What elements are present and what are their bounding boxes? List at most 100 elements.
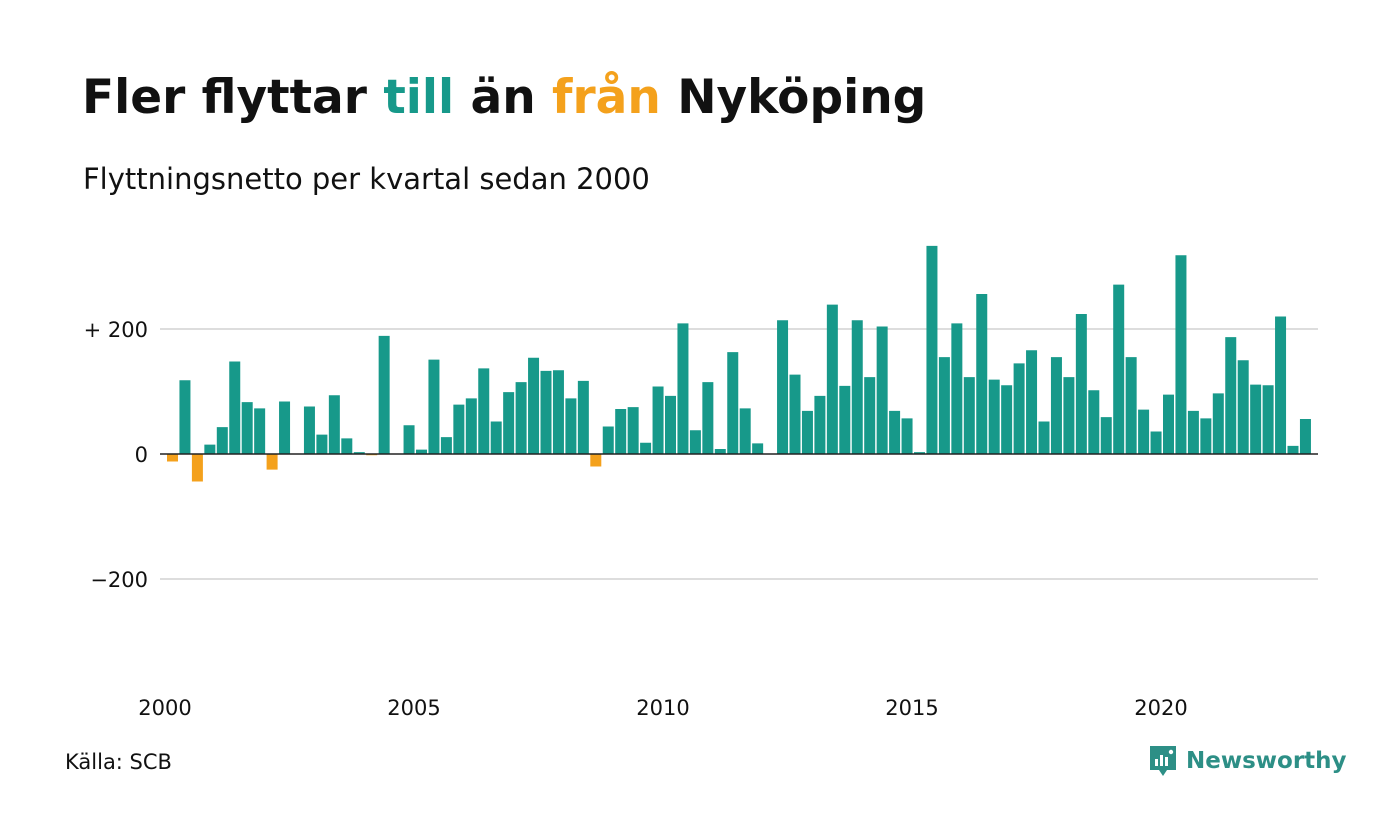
bar-q46 (727, 352, 739, 454)
bar-q57 (864, 377, 876, 454)
newsworthy-logo-icon (1150, 746, 1176, 776)
bar-q28 (503, 392, 515, 454)
bar-q74 (1075, 314, 1087, 454)
title-word-fran: från (552, 70, 661, 125)
bar-q85 (1212, 393, 1224, 454)
bar-q6 (229, 361, 241, 454)
bar-q2 (179, 380, 191, 454)
bar-q50 (777, 320, 789, 454)
y-tick-label: + 200 (84, 318, 148, 342)
gridlines (160, 328, 1318, 580)
y-tick-label: −200 (90, 568, 148, 592)
bar-q13 (316, 434, 328, 454)
bar-q61 (914, 452, 925, 454)
bar-q73 (1063, 377, 1075, 454)
title-part-3: än (454, 70, 553, 125)
bar-q52 (801, 410, 813, 454)
bar-q31 (540, 370, 552, 454)
source-note: Källa: SCB (65, 750, 172, 774)
bar-q35 (590, 454, 602, 467)
bars (167, 245, 1311, 482)
brand-name: Newsworthy (1186, 748, 1347, 774)
bar-q75 (1088, 390, 1100, 454)
bar-q89 (1262, 385, 1274, 454)
bar-q92 (1299, 419, 1311, 454)
bar-q32 (552, 370, 564, 454)
bar-q82 (1175, 255, 1187, 454)
bar-q69 (1013, 363, 1025, 454)
bar-q62 (926, 245, 938, 454)
bar-q67 (988, 379, 1000, 454)
bar-q4 (204, 444, 216, 454)
bar-q8 (254, 408, 266, 454)
x-tick-label: 2005 (387, 696, 440, 720)
bar-q12 (303, 406, 315, 454)
bar-q23 (440, 437, 452, 454)
bar-q18 (378, 335, 390, 454)
bar-q15 (341, 438, 353, 454)
bar-q22 (428, 359, 440, 454)
bar-q53 (814, 395, 826, 454)
bar-q27 (490, 421, 502, 454)
bar-q91 (1287, 445, 1299, 454)
bar-q21 (416, 449, 427, 454)
bar-q14 (328, 395, 340, 454)
bar-q36 (602, 426, 614, 454)
bar-q10 (279, 401, 291, 454)
bar-q43 (689, 430, 701, 454)
bar-q39 (640, 442, 652, 454)
bar-q65 (963, 377, 975, 454)
bar-q48 (752, 443, 764, 454)
bar-q42 (677, 323, 689, 454)
brand-logo: Newsworthy (1148, 744, 1347, 778)
bar-q71 (1038, 421, 1050, 454)
bar-q84 (1200, 418, 1212, 454)
bar-q66 (976, 294, 988, 454)
chart-subtitle: Flyttningsnetto per kvartal sedan 2000 (83, 162, 650, 196)
bar-q59 (889, 410, 901, 454)
x-tick-label: 2010 (636, 696, 689, 720)
bar-q24 (453, 404, 465, 454)
bar-q55 (839, 385, 851, 454)
bar-q3 (191, 454, 203, 482)
bar-q40 (652, 386, 664, 454)
bar-q38 (627, 407, 639, 454)
y-tick-label: 0 (135, 443, 148, 467)
bar-q81 (1163, 394, 1174, 454)
bar-q56 (851, 320, 863, 454)
bar-q76 (1100, 417, 1112, 454)
bar-q26 (478, 368, 490, 454)
bar-q54 (826, 304, 838, 454)
bar-q88 (1250, 384, 1262, 454)
bar-q5 (216, 427, 228, 454)
bar-q87 (1237, 360, 1249, 454)
bar-q60 (901, 418, 913, 454)
bar-q1 (167, 454, 178, 462)
bar-q45 (714, 449, 726, 454)
bar-q72 (1050, 357, 1062, 454)
bar-q83 (1187, 410, 1199, 454)
bar-q30 (528, 357, 540, 454)
bar-q58 (876, 326, 888, 454)
bar-q70 (1026, 350, 1038, 454)
x-tick-label: 2020 (1134, 696, 1187, 720)
bar-q41 (665, 395, 676, 454)
title-part-5: Nyköping (660, 70, 927, 125)
axes: + 200 0 −200 2000 2005 2010 2015 2020 (84, 318, 1318, 720)
bar-q34 (577, 380, 589, 454)
bar-q63 (938, 357, 950, 454)
bar-q51 (789, 374, 801, 454)
bar-q68 (1001, 385, 1013, 454)
bar-q86 (1225, 337, 1237, 454)
bar-q90 (1275, 316, 1287, 454)
bar-q25 (465, 398, 477, 454)
bar-q16 (353, 452, 365, 454)
bar-q33 (565, 398, 577, 454)
x-tick-label: 2000 (138, 696, 191, 720)
title-word-till: till (383, 70, 455, 125)
bar-q44 (702, 382, 714, 454)
bar-q47 (739, 408, 751, 454)
bar-q37 (615, 409, 627, 454)
bar-q80 (1150, 431, 1162, 454)
